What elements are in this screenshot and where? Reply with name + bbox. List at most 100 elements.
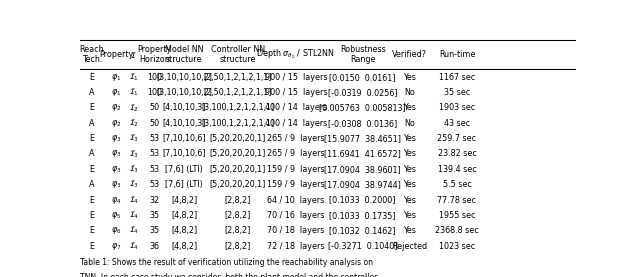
Text: 53: 53 (149, 165, 159, 174)
Text: Controller NN
structure: Controller NN structure (211, 45, 265, 64)
Text: [-0.0308  0.0136]: [-0.0308 0.0136] (328, 119, 397, 128)
Text: [5,20,20,20,1]: [5,20,20,20,1] (209, 134, 266, 143)
Text: 1903 sec: 1903 sec (439, 103, 475, 112)
Text: 100: 100 (147, 73, 162, 82)
Text: $\mathcal{I}_3$: $\mathcal{I}_3$ (129, 164, 138, 175)
Text: A: A (89, 150, 95, 158)
Text: 139.4 sec: 139.4 sec (438, 165, 476, 174)
Text: 2368.8 sec: 2368.8 sec (435, 226, 479, 235)
Text: [17.0904  38.9744]: [17.0904 38.9744] (324, 180, 401, 189)
Text: [-0.0319  0.0256]: [-0.0319 0.0256] (328, 88, 397, 97)
Text: 53: 53 (149, 180, 159, 189)
Text: Verified?: Verified? (392, 50, 428, 59)
Text: [2,50,1,2,1,2,1,1]: [2,50,1,2,1,2,1,1] (204, 73, 272, 82)
Text: 72 / 18  layers: 72 / 18 layers (267, 242, 324, 251)
Text: $\varphi_3$: $\varphi_3$ (111, 164, 122, 175)
Text: [2,8,2]: [2,8,2] (225, 226, 251, 235)
Text: [2,50,1,2,1,2,1,1]: [2,50,1,2,1,2,1,1] (204, 88, 272, 97)
Text: 265 / 9  layers: 265 / 9 layers (267, 150, 324, 158)
Text: [0.1033  0.2000]: [0.1033 0.2000] (330, 196, 396, 204)
Text: Yes: Yes (403, 165, 416, 174)
Text: [11.6941  41.6572]: [11.6941 41.6572] (324, 150, 401, 158)
Text: E: E (90, 73, 95, 82)
Text: 35: 35 (149, 226, 159, 235)
Text: $\mathcal{I}_4$: $\mathcal{I}_4$ (129, 225, 138, 237)
Text: [0.0150  0.0161]: [0.0150 0.0161] (330, 73, 396, 82)
Text: Model NN
structure: Model NN structure (165, 45, 204, 64)
Text: 23.82 sec: 23.82 sec (438, 150, 476, 158)
Text: 400 / 14  layers: 400 / 14 layers (264, 103, 327, 112)
Text: Yes: Yes (403, 150, 416, 158)
Text: No: No (404, 119, 415, 128)
Text: $\mathcal{I}_3$: $\mathcal{I}_3$ (129, 133, 138, 144)
Text: $\varphi_7$: $\varphi_7$ (111, 241, 122, 252)
Text: [4,8,2]: [4,8,2] (171, 242, 197, 251)
Text: [5,20,20,20,1]: [5,20,20,20,1] (209, 165, 266, 174)
Text: $\mathcal{I}_4$: $\mathcal{I}_4$ (129, 194, 138, 206)
Text: 159 / 9  layers: 159 / 9 layers (267, 165, 324, 174)
Text: 36: 36 (149, 242, 159, 251)
Text: 70 / 18  layers: 70 / 18 layers (267, 226, 324, 235)
Text: $\mathcal{I}_3$: $\mathcal{I}_3$ (129, 148, 138, 160)
Text: $\varphi_4$: $\varphi_4$ (111, 194, 122, 206)
Text: [2,8,2]: [2,8,2] (225, 196, 251, 204)
Text: Yes: Yes (403, 134, 416, 143)
Text: 1023 sec: 1023 sec (439, 242, 475, 251)
Text: 43 sec: 43 sec (444, 119, 470, 128)
Text: [2,8,2]: [2,8,2] (225, 211, 251, 220)
Text: $\varphi_1$: $\varphi_1$ (111, 87, 122, 98)
Text: $\varphi_3$: $\varphi_3$ (111, 179, 122, 190)
Text: 265 / 9  layers: 265 / 9 layers (267, 134, 324, 143)
Text: [-0.3271  0.1040]: [-0.3271 0.1040] (328, 242, 397, 251)
Text: [3,10,10,10,2]: [3,10,10,10,2] (156, 88, 212, 97)
Text: A: A (89, 119, 95, 128)
Text: [7,10,10,6]: [7,10,10,6] (163, 134, 206, 143)
Text: [0.005763  0.005813]: [0.005763 0.005813] (319, 103, 406, 112)
Text: 53: 53 (149, 150, 159, 158)
Text: 900 / 15  layers: 900 / 15 layers (264, 88, 327, 97)
Text: [0.1032  0.1462]: [0.1032 0.1462] (330, 226, 396, 235)
Text: $\mathcal{I}_1$: $\mathcal{I}_1$ (129, 87, 138, 98)
Text: 35 sec: 35 sec (444, 88, 470, 97)
Text: E: E (90, 134, 95, 143)
Text: Yes: Yes (403, 103, 416, 112)
Text: $\varphi_5$: $\varphi_5$ (111, 210, 122, 221)
Text: [5,20,20,20,1]: [5,20,20,20,1] (209, 150, 266, 158)
Text: 159 / 9  layers: 159 / 9 layers (267, 180, 324, 189)
Text: Yes: Yes (403, 211, 416, 220)
Text: [2,8,2]: [2,8,2] (225, 242, 251, 251)
Text: $\varphi_1$: $\varphi_1$ (111, 72, 122, 83)
Text: 259.7 sec: 259.7 sec (437, 134, 477, 143)
Text: 1955 sec: 1955 sec (438, 211, 476, 220)
Text: TNN. In each case study we consider, both the plant model and the controller: TNN. In each case study we consider, bot… (80, 273, 378, 277)
Text: E: E (90, 242, 95, 251)
Text: Yes: Yes (403, 196, 416, 204)
Text: [7,10,10,6]: [7,10,10,6] (163, 150, 206, 158)
Text: Robustness
Range: Robustness Range (340, 45, 385, 64)
Text: [17.0904  38.9601]: [17.0904 38.9601] (324, 165, 401, 174)
Text: Depth $\sigma_{\theta_0}$ / STL2NN: Depth $\sigma_{\theta_0}$ / STL2NN (257, 48, 335, 61)
Text: [3,10,10,10,2]: [3,10,10,10,2] (156, 73, 212, 82)
Text: $\varphi_3$: $\varphi_3$ (111, 148, 122, 160)
Text: E: E (90, 211, 95, 220)
Text: 50: 50 (149, 119, 159, 128)
Text: 77.78 sec: 77.78 sec (438, 196, 476, 204)
Text: Run-time: Run-time (439, 50, 475, 59)
Text: E: E (90, 196, 95, 204)
Text: Yes: Yes (403, 226, 416, 235)
Text: [3,100,1,2,1,2,1,1]: [3,100,1,2,1,2,1,1] (201, 103, 275, 112)
Text: 5.5 sec: 5.5 sec (442, 180, 472, 189)
Text: A: A (89, 180, 95, 189)
Text: [4,10,10,3]: [4,10,10,3] (163, 119, 206, 128)
Text: $\mathcal{I}_4$: $\mathcal{I}_4$ (129, 240, 138, 252)
Text: [4,8,2]: [4,8,2] (171, 226, 197, 235)
Text: [4,8,2]: [4,8,2] (171, 211, 197, 220)
Text: 400 / 14  layers: 400 / 14 layers (264, 119, 327, 128)
Text: [15.9077  38.4651]: [15.9077 38.4651] (324, 134, 401, 143)
Text: Property
Horizon: Property Horizon (137, 45, 172, 64)
Text: Property: Property (99, 50, 133, 59)
Text: [3,100,1,2,1,2,1,1]: [3,100,1,2,1,2,1,1] (201, 119, 275, 128)
Text: E: E (90, 165, 95, 174)
Text: No: No (404, 88, 415, 97)
Text: 35: 35 (149, 211, 159, 220)
